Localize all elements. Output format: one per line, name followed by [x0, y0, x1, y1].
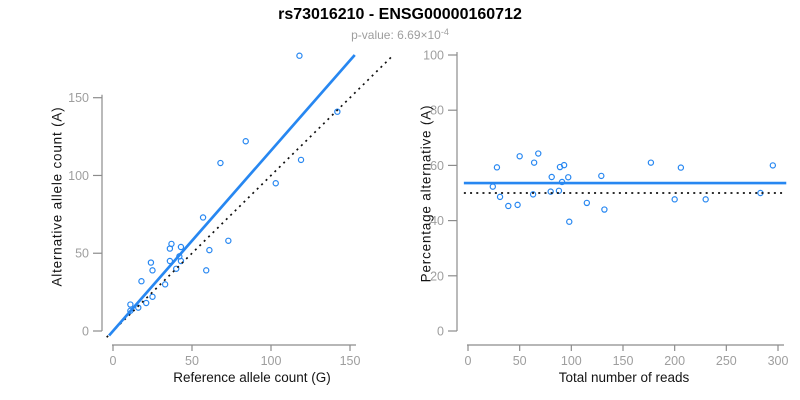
data-point [168, 240, 175, 248]
data-point [583, 199, 591, 207]
data-point [514, 201, 521, 209]
data-point [149, 267, 156, 274]
data-point [535, 150, 542, 157]
data-point [496, 193, 504, 201]
data-point [334, 108, 341, 115]
data-point [142, 299, 150, 307]
data-point [161, 281, 169, 288]
data-point [166, 257, 174, 265]
y-tick-label: 100 [68, 169, 89, 183]
x-tick-label: 50 [185, 354, 199, 368]
right-plot: 0 20 40 60 80 100 0 50 100 150 200 250 300 [423, 49, 788, 369]
y-tick-label: 20 [430, 269, 444, 283]
y-tick-label: 0 [82, 325, 89, 339]
x-tick-label: 0 [465, 354, 472, 368]
data-point [702, 196, 709, 203]
data-point [127, 301, 134, 308]
data-point [493, 164, 501, 171]
x-tick-label: 150 [340, 354, 361, 368]
left-y-axis-title: Alternative allele count (A) [49, 106, 65, 287]
data-point [217, 159, 224, 167]
data-point [647, 159, 655, 166]
pvalue-exponent: -4 [440, 27, 449, 37]
data-point [530, 159, 538, 166]
data-point [203, 267, 210, 274]
pvalue-mantissa: 6.69×10 [397, 28, 441, 42]
y-tick-label: 50 [75, 247, 89, 261]
x-tick-label: 100 [561, 354, 582, 368]
data-point [677, 164, 685, 171]
fit-line [108, 54, 356, 337]
data-point [206, 246, 213, 254]
x-tick-label: 50 [513, 354, 527, 368]
identity-line [106, 56, 392, 338]
right-y-axis-title: Percentage alternative (A) [418, 104, 434, 283]
left-plot: 0 50 100 150 0 50 100 150 [68, 52, 392, 368]
y-tick-label: 150 [68, 91, 89, 105]
data-point [242, 138, 249, 145]
data-point [560, 161, 568, 169]
data-point [529, 191, 537, 198]
data-point [505, 202, 512, 210]
left-x-axis-title: Reference allele count (G) [173, 370, 331, 385]
y-tick-label: 100 [423, 49, 444, 63]
y-tick-label: 0 [437, 325, 444, 339]
data-point [177, 243, 185, 251]
x-tick-label: 0 [110, 354, 117, 368]
data-point [138, 278, 145, 285]
figure-title: rs73016210 - ENSG00000160712 [278, 6, 522, 23]
data-point [548, 173, 555, 181]
x-tick-label: 200 [664, 354, 685, 368]
data-point [172, 265, 180, 272]
y-tick-label: 60 [430, 159, 444, 173]
data-point [149, 293, 156, 300]
x-tick-label: 150 [613, 354, 634, 368]
data-point [272, 180, 279, 187]
data-point [598, 172, 605, 180]
data-point [296, 52, 303, 59]
data-point [555, 187, 563, 194]
data-point [516, 153, 523, 160]
data-point [547, 188, 554, 195]
data-point [565, 174, 572, 181]
x-tick-label: 300 [768, 354, 789, 368]
data-point [147, 259, 155, 266]
y-tick-label: 80 [430, 104, 444, 118]
pvalue-prefix: p-value: [351, 28, 398, 42]
x-tick-label: 100 [261, 354, 282, 368]
data-point [297, 156, 305, 164]
right-x-axis-title: Total number of reads [558, 370, 690, 385]
data-point [199, 214, 207, 221]
data-point [489, 183, 496, 190]
figure-subtitle: p-value: 6.69×10-4 [0, 27, 800, 42]
data-point [769, 162, 777, 169]
data-point [225, 237, 232, 244]
data-point [671, 196, 678, 203]
x-tick-label: 250 [716, 354, 737, 368]
data-point [601, 206, 608, 213]
y-tick-label: 40 [430, 214, 444, 228]
data-point [566, 218, 573, 225]
